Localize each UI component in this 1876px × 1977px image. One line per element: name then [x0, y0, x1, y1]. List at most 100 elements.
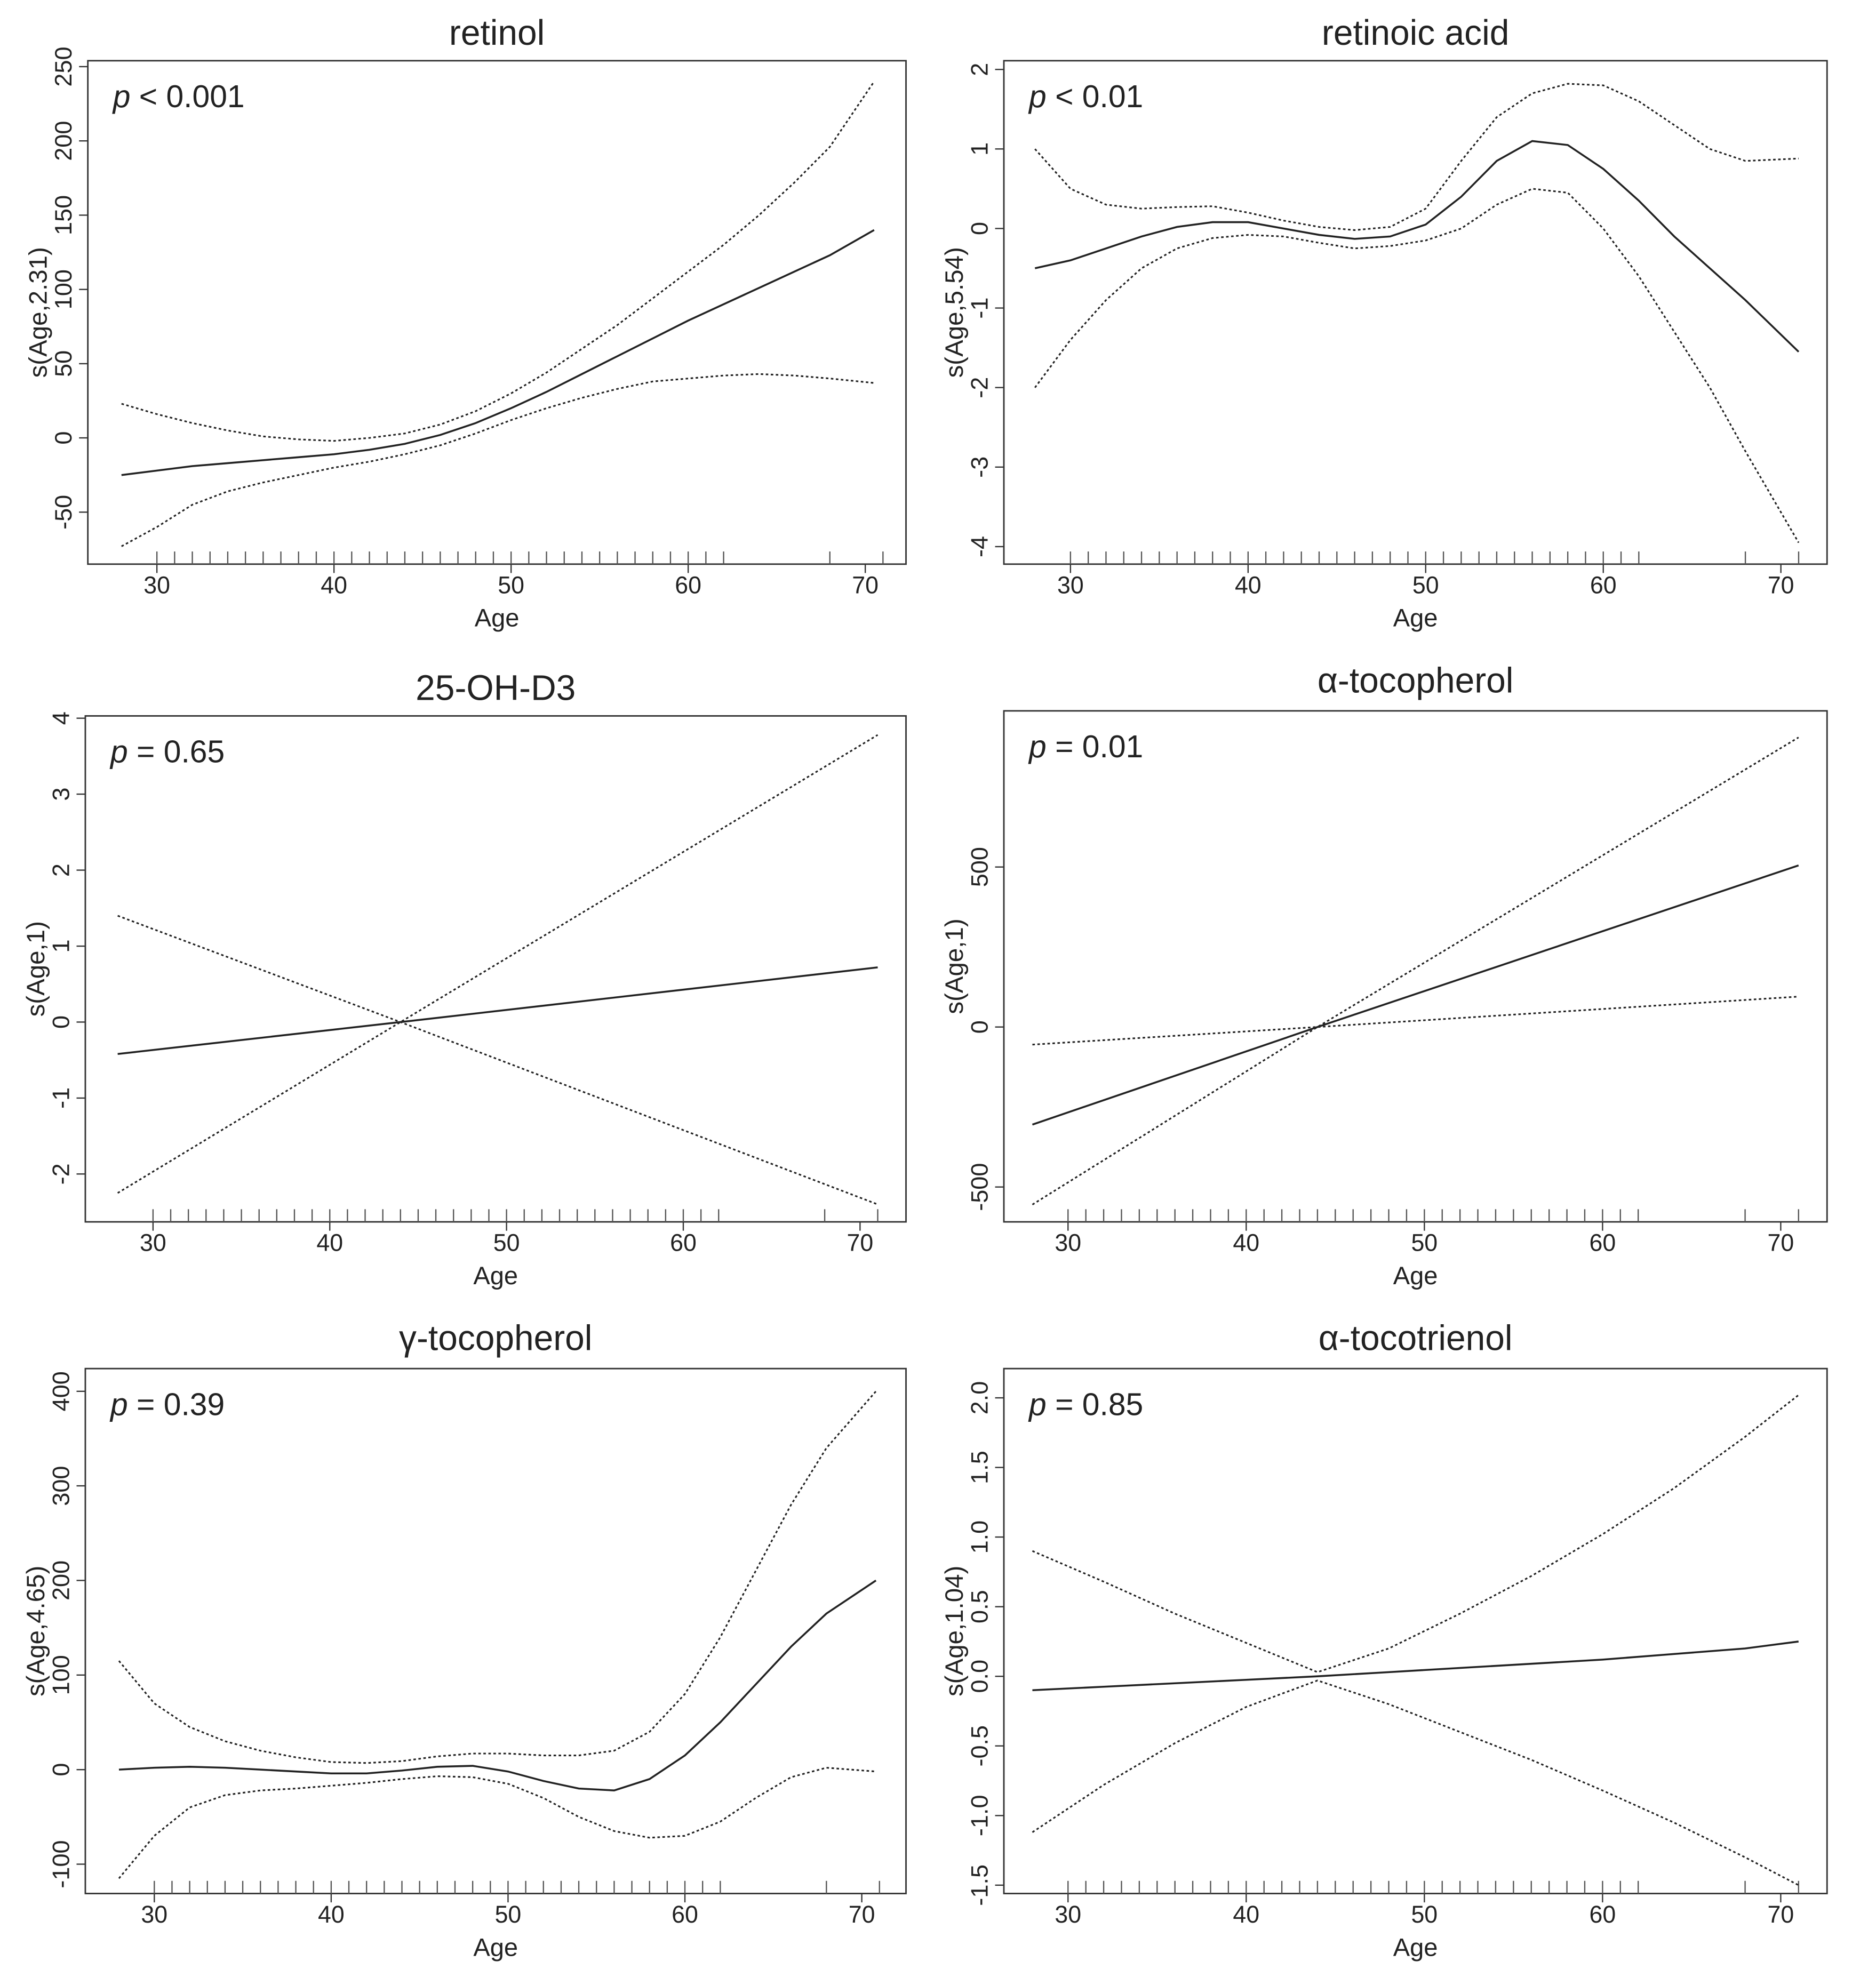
p-value: p = 0.65	[109, 734, 225, 769]
plot-frame	[1003, 710, 1828, 1223]
p-text: < 0.01	[1055, 78, 1143, 114]
panel-title: γ-tocopherol	[399, 1318, 592, 1358]
y-tick-label: 0	[47, 1015, 75, 1029]
p-value: p = 0.85	[1028, 1387, 1143, 1422]
y-tick-label: 400	[47, 1371, 75, 1411]
y-tick-label: -1.5	[966, 1864, 993, 1906]
confidence-band	[1032, 996, 1799, 1046]
x-tick-label: 50	[1411, 1229, 1438, 1256]
p-value: p = 0.01	[1028, 729, 1143, 764]
p-text: = 0.01	[1055, 729, 1143, 764]
x-tick-label: 40	[1233, 1901, 1259, 1928]
smooth-estimate	[121, 229, 875, 476]
x-tick-label: 60	[672, 1901, 698, 1928]
y-tick-label: 300	[47, 1466, 75, 1506]
x-tick-label: 50	[493, 1229, 520, 1256]
smooth-estimate	[1034, 140, 1800, 353]
plot-frame	[87, 60, 907, 565]
panel: retinol p < 0.001 Age s(Age,2.31) 30 40 50 60 70…	[25, 13, 907, 633]
confidence-band	[1034, 188, 1800, 543]
panel-title: α-tocotrienol	[1319, 1318, 1513, 1358]
x-tick-label: 50	[495, 1901, 522, 1928]
y-tick-label: -50	[50, 495, 77, 530]
plot-frame	[1003, 1367, 1828, 1894]
x-tick-label: 40	[318, 1901, 345, 1928]
confidence-band	[1032, 1679, 1799, 1886]
p-symbol: p	[1028, 729, 1047, 764]
y-tick-label: 4	[47, 711, 75, 725]
y-tick-label: -3	[966, 457, 993, 478]
y-tick-label: -0.5	[966, 1725, 993, 1767]
y-tick-label: 100	[47, 1655, 75, 1695]
y-tick-label: 0	[47, 1763, 75, 1776]
x-axis-label: Age	[1393, 1933, 1438, 1962]
y-tick-label: 1.0	[966, 1520, 993, 1554]
confidence-band	[1032, 737, 1799, 1205]
y-tick-label: -2	[966, 377, 993, 398]
y-tick-label: 200	[47, 1560, 75, 1600]
x-tick-label: 40	[316, 1229, 343, 1256]
confidence-band	[117, 915, 879, 1205]
x-tick-label: 70	[849, 1901, 875, 1928]
y-axis-label: s(Age,4.65)	[22, 1566, 50, 1696]
x-tick-label: 30	[140, 1229, 166, 1256]
y-tick-label: 100	[50, 269, 77, 309]
p-text: = 0.85	[1055, 1387, 1143, 1422]
x-axis-label: Age	[473, 1933, 518, 1962]
panel-title: 25-OH-D3	[416, 668, 576, 708]
x-tick-label: 40	[321, 571, 347, 598]
x-tick-label: 60	[670, 1229, 697, 1256]
x-axis-label: Age	[1393, 1262, 1438, 1290]
confidence-band	[118, 1390, 877, 1764]
p-symbol: p	[1028, 1387, 1047, 1422]
y-tick-label: 50	[50, 350, 77, 377]
y-axis-label: s(Age,2.31)	[25, 247, 53, 378]
confidence-band	[118, 1767, 876, 1879]
p-value: p = 0.39	[109, 1387, 225, 1422]
plot-frame	[84, 715, 907, 1223]
p-symbol: p	[1028, 78, 1047, 114]
y-tick-label: 0.5	[966, 1590, 993, 1623]
x-tick-label: 30	[143, 571, 170, 598]
p-value: p < 0.01	[1028, 78, 1143, 114]
y-tick-label: 500	[966, 847, 993, 887]
panel: retinoic acid p < 0.01 Age s(Age,5.54) 30 40 5…	[940, 13, 1828, 633]
smooth-estimate	[1032, 1640, 1799, 1692]
p-text: < 0.001	[139, 78, 245, 114]
y-tick-label: 1	[47, 939, 75, 953]
y-tick-label: 2	[966, 63, 993, 76]
x-tick-label: 70	[847, 1229, 873, 1256]
plot-frame	[84, 1367, 907, 1894]
y-tick-label: -1.0	[966, 1795, 993, 1836]
y-axis-label: s(Age,5.54)	[940, 247, 969, 378]
panel-title: α-tocopherol	[1318, 661, 1514, 700]
confidence-band	[121, 81, 875, 442]
y-tick-label: -2	[47, 1163, 75, 1184]
y-axis-label: s(Age,1)	[22, 921, 50, 1016]
y-tick-label: 200	[50, 121, 77, 161]
panel-title: retinoic acid	[1322, 13, 1509, 53]
y-tick-label: 0.0	[966, 1660, 993, 1693]
p-symbol: p	[112, 78, 131, 114]
p-value: p < 0.001	[112, 78, 245, 114]
y-tick-label: -100	[47, 1840, 75, 1888]
x-tick-label: 70	[852, 571, 879, 598]
x-axis-label: Age	[475, 604, 520, 633]
confidence-band	[1034, 83, 1799, 231]
x-tick-label: 40	[1233, 1229, 1259, 1256]
y-tick-label: 3	[47, 788, 75, 801]
p-text: = 0.39	[137, 1387, 225, 1422]
y-axis-label: s(Age,1)	[940, 918, 969, 1014]
smooth-estimate	[118, 1579, 877, 1791]
x-tick-label: 50	[1412, 571, 1439, 598]
x-tick-label: 60	[675, 571, 701, 598]
y-tick-label: 0	[966, 1020, 993, 1034]
y-tick-label: 250	[50, 46, 77, 86]
p-text: = 0.65	[137, 734, 225, 769]
y-tick-label: 1.5	[966, 1451, 993, 1484]
x-tick-label: 30	[1055, 1901, 1081, 1928]
x-tick-label: 30	[1055, 1229, 1081, 1256]
x-tick-label: 60	[1590, 571, 1617, 598]
